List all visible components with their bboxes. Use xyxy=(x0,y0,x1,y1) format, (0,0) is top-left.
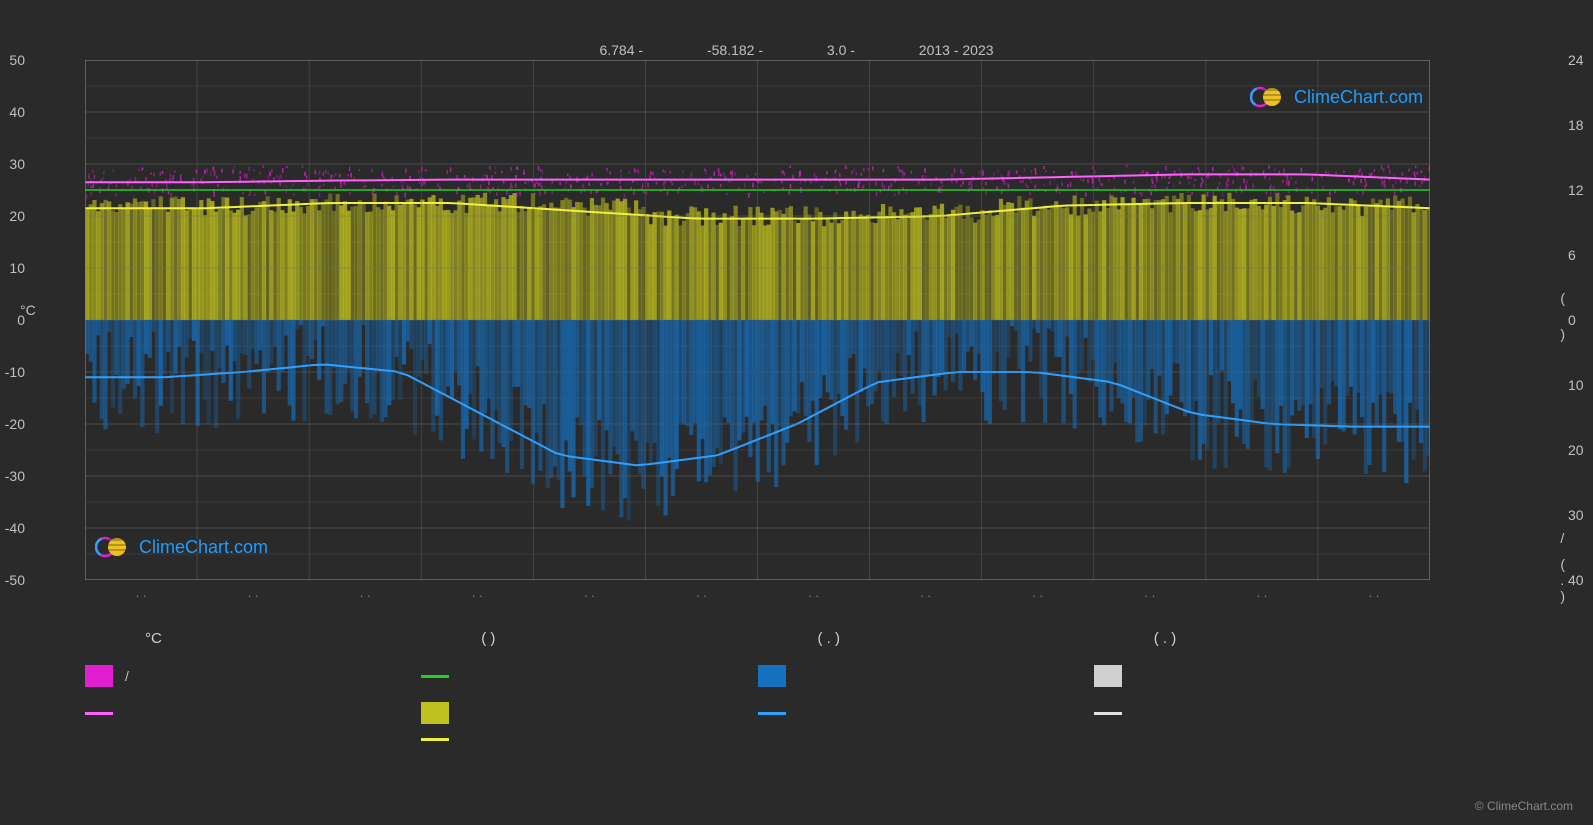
logo-icon xyxy=(1250,85,1286,109)
legend-swatch xyxy=(85,665,113,687)
y-right-tick: 18 xyxy=(1568,117,1584,133)
watermark-top: ClimeChart.com xyxy=(1250,85,1423,109)
header-years: 2013 - 2023 xyxy=(919,42,994,58)
y-axis-right-label-bottom: /(.) xyxy=(1560,530,1565,604)
legend-row-2 xyxy=(85,702,1430,724)
copyright-text: © ClimeChart.com xyxy=(1475,799,1573,813)
y-left-tick: -30 xyxy=(5,468,25,484)
x-tick: . . xyxy=(1369,585,1380,600)
legend-item xyxy=(85,702,421,724)
legend-item xyxy=(421,702,757,724)
x-tick: . . xyxy=(584,585,595,600)
y-left-tick: 0 xyxy=(17,312,25,328)
watermark-bottom: ClimeChart.com xyxy=(95,535,268,559)
legend-item xyxy=(758,702,1094,724)
y-right-tick: 20 xyxy=(1568,442,1584,458)
header-lon: -58.182 - xyxy=(707,42,763,58)
legend-item xyxy=(421,665,757,687)
y-right-tick: 30 xyxy=(1568,507,1584,523)
legend-item xyxy=(1094,665,1430,687)
legend-line-swatch xyxy=(758,712,786,715)
chart-header: 6.784 - -58.182 - 3.0 - 2013 - 2023 xyxy=(0,42,1593,58)
y-left-tick: 50 xyxy=(9,52,25,68)
legend-swatch xyxy=(1094,665,1122,687)
legend-swatch xyxy=(421,702,449,724)
y-left-tick: -50 xyxy=(5,572,25,588)
header-lat: 6.784 - xyxy=(599,42,643,58)
legend-swatch xyxy=(758,665,786,687)
legend-label: / xyxy=(125,668,129,684)
x-axis: . . . . . . . . . . . . . . . . . . . . . . . . xyxy=(85,585,1430,605)
y-left-tick: 30 xyxy=(9,156,25,172)
legend-line-swatch xyxy=(85,712,113,715)
legend-row-3 xyxy=(85,738,1430,741)
y-axis-right-label-top: () xyxy=(1560,290,1565,342)
x-tick: . . xyxy=(696,585,707,600)
y-left-tick: -10 xyxy=(5,364,25,380)
x-tick: . . xyxy=(1144,585,1155,600)
y-left-tick: -20 xyxy=(5,416,25,432)
y-left-tick: 10 xyxy=(9,260,25,276)
x-tick: . . xyxy=(1256,585,1267,600)
legend-header: ( ) xyxy=(421,630,757,647)
header-elev: 3.0 - xyxy=(827,42,855,58)
x-tick: . . xyxy=(920,585,931,600)
legend-item xyxy=(1094,702,1430,724)
y-right-tick: 40 xyxy=(1568,572,1584,588)
y-left-tick: 40 xyxy=(9,104,25,120)
legend-item: / xyxy=(85,665,421,687)
legend-item xyxy=(758,738,1094,741)
legend-item xyxy=(1094,738,1430,741)
x-tick: . . xyxy=(248,585,259,600)
y-left-tick: 20 xyxy=(9,208,25,224)
x-tick: . . xyxy=(808,585,819,600)
legend-item xyxy=(85,738,421,741)
chart-plot-area xyxy=(85,60,1430,580)
y-right-tick: 0 xyxy=(1568,312,1576,328)
logo-icon xyxy=(95,535,131,559)
x-tick: . . xyxy=(136,585,147,600)
legend-header: ( . ) xyxy=(758,630,1094,647)
x-tick: . . xyxy=(1032,585,1043,600)
y-right-tick: 12 xyxy=(1568,182,1584,198)
x-tick: . . xyxy=(472,585,483,600)
y-right-tick: 10 xyxy=(1568,377,1584,393)
watermark-text: ClimeChart.com xyxy=(1294,87,1423,108)
chart-svg xyxy=(85,60,1430,580)
legend-header: °C xyxy=(85,630,421,647)
x-tick: . . xyxy=(360,585,371,600)
legend-headers: °C( )( . )( . ) xyxy=(85,630,1430,647)
legend-item xyxy=(421,738,757,741)
legend-line-swatch xyxy=(421,675,449,678)
y-left-tick: -40 xyxy=(5,520,25,536)
watermark-text: ClimeChart.com xyxy=(139,537,268,558)
y-right-tick: 24 xyxy=(1568,52,1584,68)
legend-line-swatch xyxy=(1094,712,1122,715)
legend-item xyxy=(758,665,1094,687)
legend-row-1: / xyxy=(85,665,1430,687)
legend-header: ( . ) xyxy=(1094,630,1430,647)
legend-line-swatch xyxy=(421,738,449,741)
y-right-tick: 6 xyxy=(1568,247,1576,263)
